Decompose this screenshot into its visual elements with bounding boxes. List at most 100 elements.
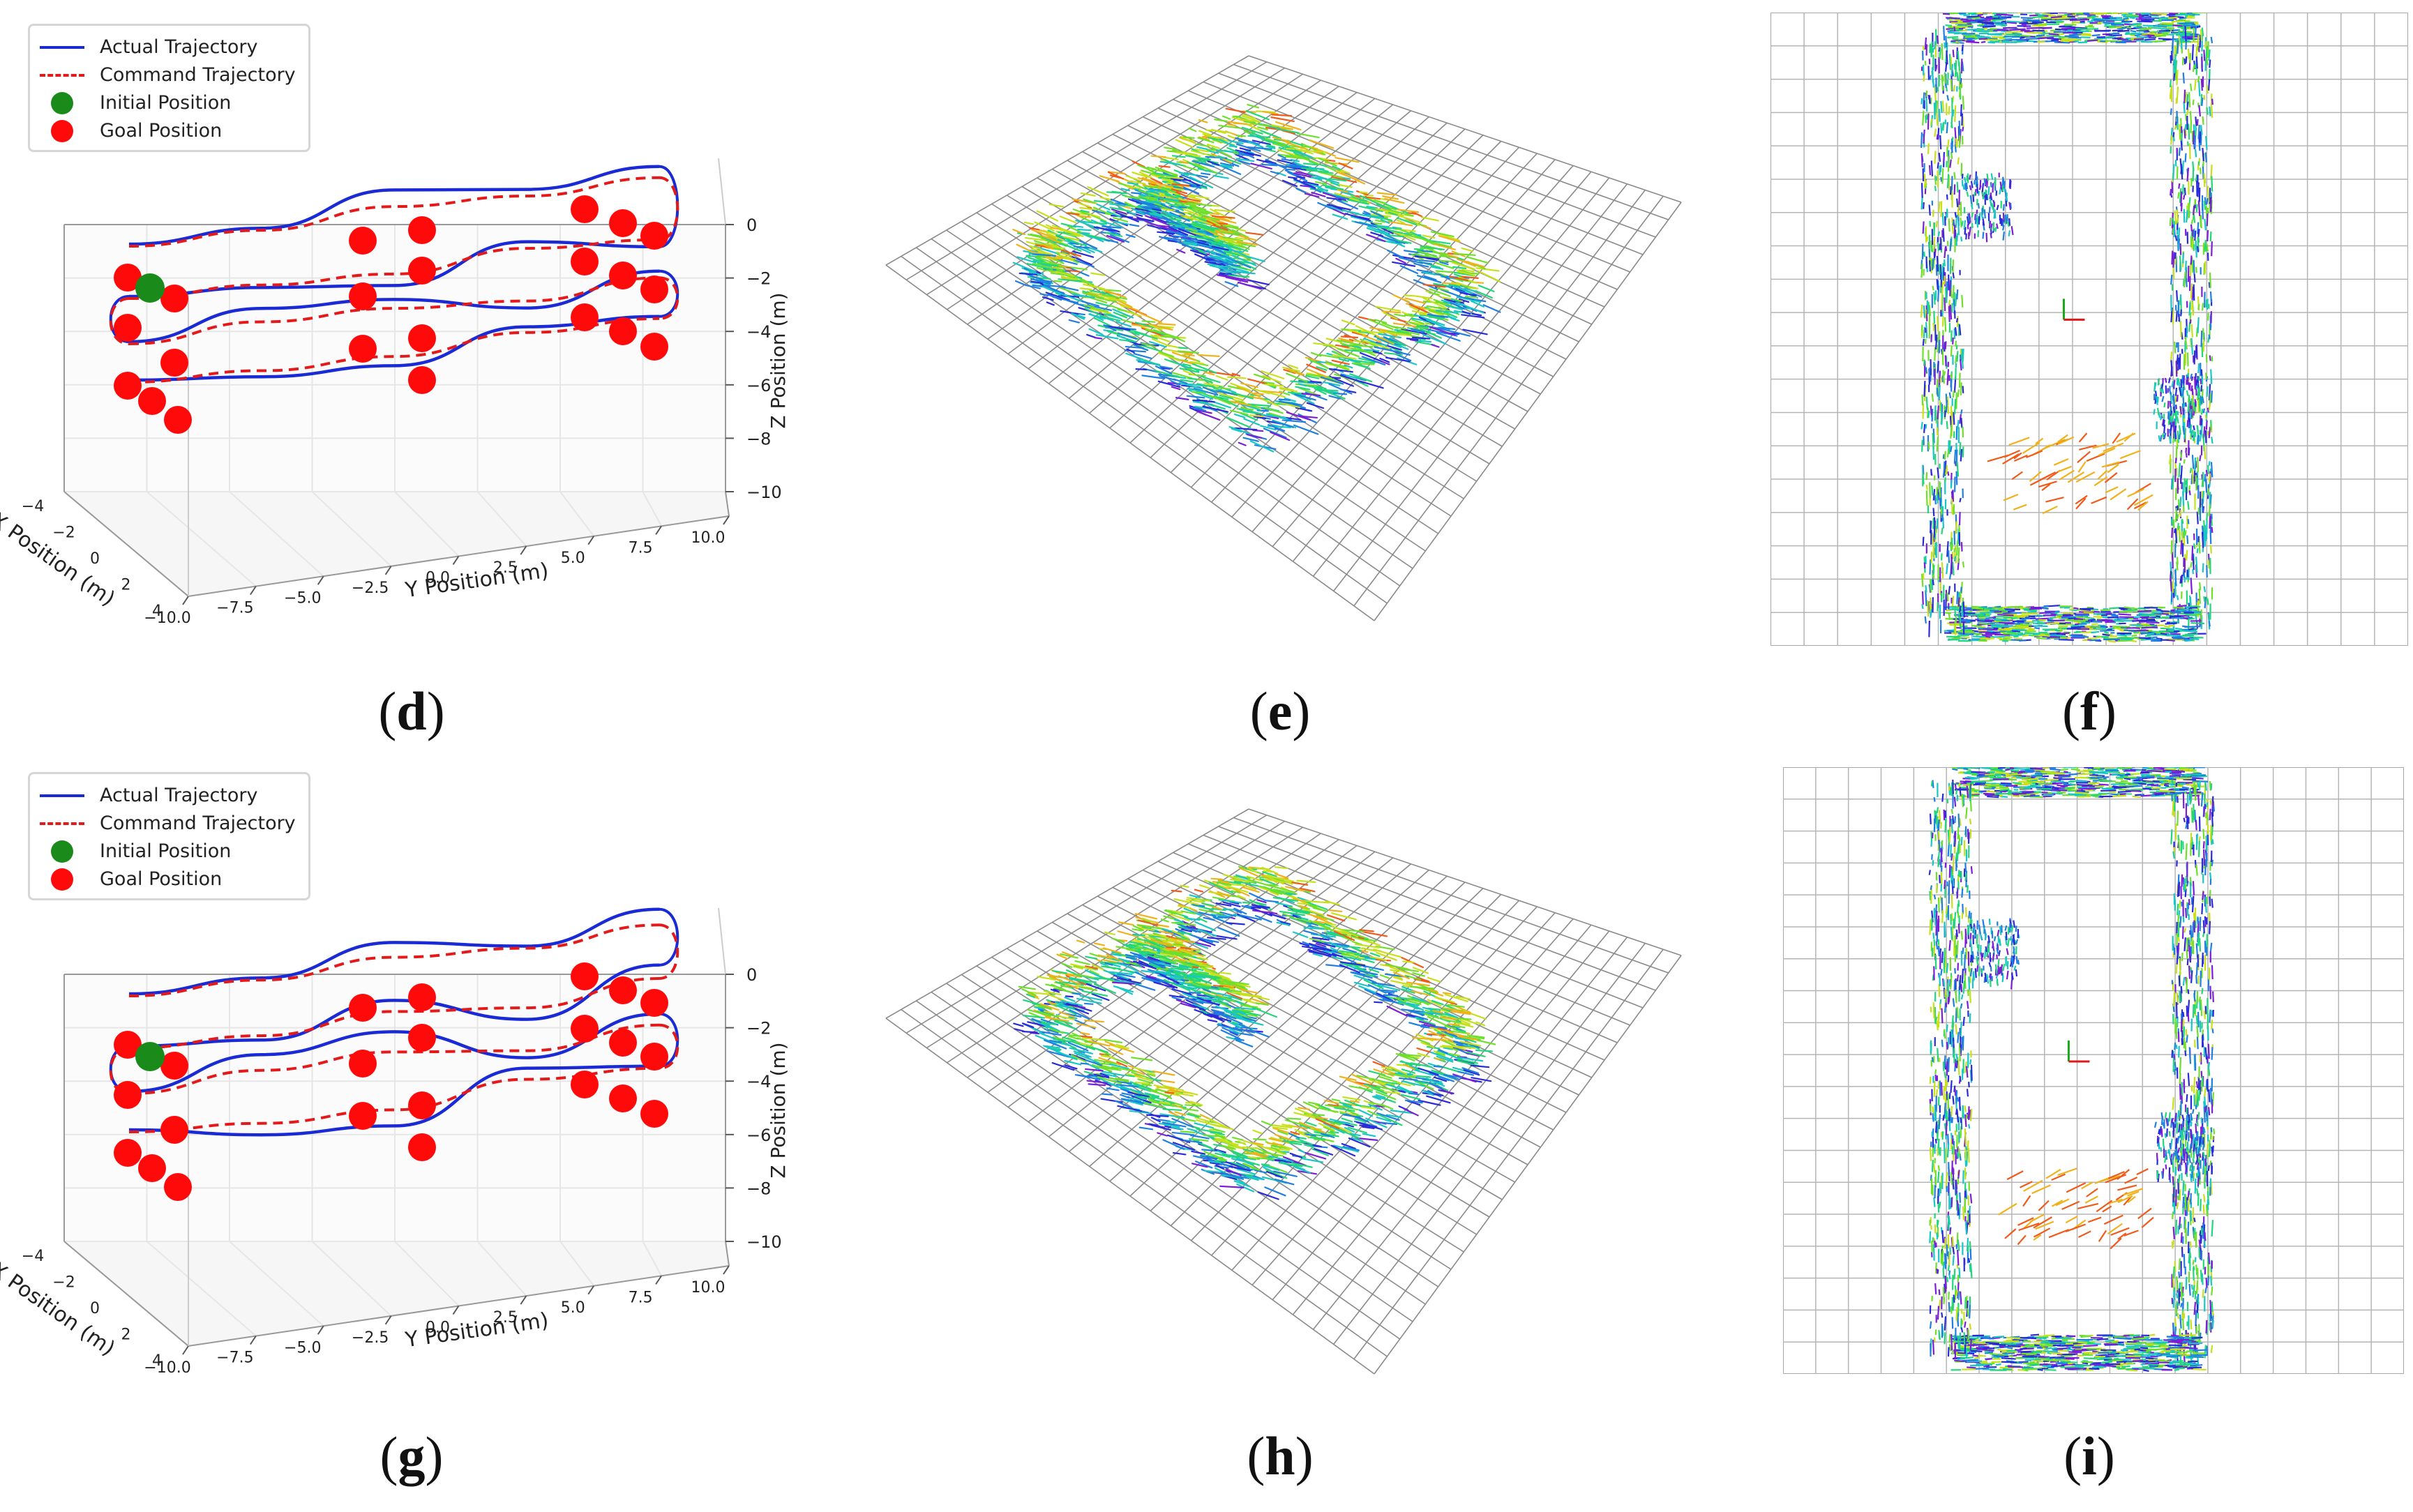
point-cloud-stroke [1354,221,1377,228]
point-cloud-stroke [1088,328,1104,335]
point-cloud-stroke [1944,342,1946,352]
point-cloud-stroke [1073,245,1090,249]
point-cloud-stroke [2066,617,2076,620]
point-cloud-stroke [2180,202,2183,212]
point-cloud-stroke [1926,301,1930,314]
point-cloud-stroke [1930,609,1932,618]
point-cloud-stroke [2104,631,2110,634]
point-cloud-stroke [2206,298,2209,310]
point-cloud-stroke [1920,153,1923,167]
point-cloud-stroke [2201,531,2204,548]
point-cloud-stroke [2205,136,2208,150]
point-cloud-stroke [2209,393,2211,404]
point-cloud-top-f [1771,13,2408,646]
point-cloud-stroke [1974,213,1976,220]
point-cloud-stroke [1966,216,1970,226]
point-cloud-stroke [1450,301,1465,310]
point-cloud-stroke [1227,257,1251,269]
point-cloud-stroke [1129,223,1140,227]
point-cloud-stroke [1945,24,1953,27]
point-cloud-stroke [1941,316,1944,327]
point-cloud-stroke [2098,21,2103,24]
point-cloud-stroke [2171,413,2174,421]
point-cloud-stroke [2207,41,2209,59]
point-cloud-stroke [1441,275,1450,280]
point-cloud-stroke [1285,168,1295,171]
point-cloud-stroke [1332,165,1341,171]
point-cloud-stroke [1335,344,1349,348]
point-cloud-stroke [1172,238,1182,241]
point-cloud-stroke [1141,320,1156,323]
point-cloud-stroke [1957,23,1972,26]
point-cloud-stroke [1223,250,1240,257]
grid-line [1312,183,1628,577]
point-cloud-stroke [1052,296,1078,304]
point-cloud-stroke [1059,216,1076,224]
point-cloud-stroke [2188,382,2190,390]
x-tick-label: −2 [52,524,75,542]
point-cloud-stroke [1272,142,1286,148]
point-cloud-stroke [1976,175,1978,186]
point-cloud-stroke [1956,72,1959,82]
point-cloud-stroke [1066,299,1092,310]
point-cloud-stroke [1247,103,1260,109]
point-cloud-stroke [1929,579,1932,593]
point-cloud-stroke [1222,225,1240,230]
point-cloud-stroke [1368,318,1394,331]
point-cloud-stroke [2046,622,2059,625]
point-cloud-stroke [1079,287,1090,290]
point-cloud-stroke [1167,190,1178,195]
point-cloud-stroke [2207,464,2210,474]
goal-position-marker [640,275,668,303]
point-cloud-stroke [1150,197,1160,202]
point-cloud-stroke [1330,181,1339,186]
point-cloud-stroke [1355,213,1381,219]
point-cloud-stroke [1127,198,1143,205]
point-cloud-stroke [1157,322,1176,326]
point-cloud-stroke [2193,130,2195,145]
point-cloud-stroke [2205,46,2208,61]
point-cloud-stroke [1219,162,1235,167]
point-cloud-stroke [2106,628,2112,631]
point-cloud-stroke [1439,261,1449,266]
point-cloud-stroke [2038,619,2046,621]
point-cloud-stroke [1394,231,1416,241]
point-cloud-stroke [1277,154,1286,159]
command-trajectory-turn [659,276,679,320]
point-cloud-stroke [1036,210,1059,222]
point-cloud-stroke [1413,314,1431,321]
point-cloud-stroke [1976,209,1978,214]
point-cloud-stroke [1067,254,1092,266]
point-cloud-stroke [1168,199,1183,204]
point-cloud-stroke [1456,270,1476,277]
point-cloud-stroke [1374,346,1397,353]
point-cloud-stroke [1225,276,1249,283]
point-cloud-stroke [1142,176,1163,186]
point-cloud-stroke [1041,285,1060,294]
legend-d: Actual Trajectory Command Trajectory Ini… [28,24,310,152]
point-cloud-stroke [1215,375,1228,381]
point-cloud-stroke [2183,195,2186,200]
point-cloud-stroke [2177,411,2179,416]
point-cloud-stroke [1985,633,2001,635]
point-cloud-stroke [1331,359,1350,365]
point-cloud-stroke [1093,200,1114,204]
point-cloud-stroke [1937,405,1940,420]
point-cloud-stroke [2153,409,2156,415]
point-cloud-stroke [2202,164,2204,179]
point-cloud-stroke [2181,574,2183,584]
point-cloud-stroke [1927,114,1930,130]
point-cloud-stroke [1332,213,1348,220]
point-cloud-stroke [1215,395,1239,408]
point-cloud-stroke [1955,60,1957,77]
point-cloud-stroke [1309,380,1322,384]
actual-trajectory-turn [659,269,679,318]
point-cloud-stroke [1232,260,1243,266]
point-cloud-stroke [2182,625,2190,628]
point-cloud-stroke [1411,211,1423,218]
point-cloud-stroke [2004,612,2012,614]
point-cloud-stroke [1944,317,1947,332]
point-cloud-stroke [1309,167,1325,170]
point-cloud-stroke [1971,607,1984,610]
point-cloud-stroke [1166,213,1176,218]
